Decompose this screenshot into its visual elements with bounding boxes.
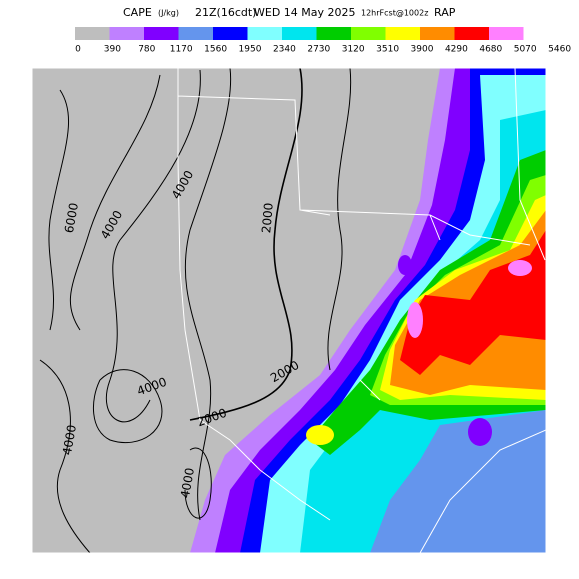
contour-label: 4000 bbox=[60, 424, 79, 457]
legend-swatch bbox=[178, 27, 213, 40]
contours bbox=[39, 68, 352, 553]
cape-max bbox=[407, 302, 423, 338]
model: RAP bbox=[434, 6, 456, 19]
date: WED 14 May 2025 bbox=[254, 6, 356, 19]
legend-label: 3120 bbox=[342, 45, 365, 55]
legend-label: 1560 bbox=[204, 45, 227, 55]
legend-swatch bbox=[351, 27, 386, 40]
legend-label: 3510 bbox=[376, 45, 399, 55]
legend-label: 2730 bbox=[307, 45, 330, 55]
legend: 0 390 780 1170 1560 1950 2340 2730 3120 3510 3900 4… bbox=[75, 27, 571, 55]
legend-label: 780 bbox=[138, 45, 155, 55]
cape-max bbox=[508, 260, 532, 276]
frame bbox=[31, 67, 547, 554]
legend-swatch bbox=[109, 27, 144, 40]
legend-swatch bbox=[144, 27, 179, 40]
borders bbox=[177, 68, 546, 553]
legend-swatch bbox=[420, 27, 455, 40]
legend-swatch bbox=[316, 27, 351, 40]
legend-swatch bbox=[282, 27, 317, 40]
contour-label: 4000 bbox=[178, 467, 197, 500]
legend-swatch bbox=[213, 27, 248, 40]
legend-label: 1950 bbox=[239, 45, 262, 55]
cape-band bbox=[370, 410, 546, 553]
legend-swatch bbox=[385, 27, 420, 40]
legend-label: 5070 bbox=[514, 45, 537, 55]
legend-label: 5460 bbox=[548, 45, 571, 55]
cape-cell bbox=[306, 425, 334, 445]
legend-swatch bbox=[247, 27, 282, 40]
legend-swatch bbox=[75, 27, 110, 40]
legend-label: 0 bbox=[75, 45, 81, 55]
legend-swatch bbox=[454, 27, 489, 40]
legend-label: 4290 bbox=[445, 45, 468, 55]
header: CAPE (J/kg) 21Z(16cdt) WED 14 May 2025 1… bbox=[123, 6, 456, 19]
cape-cell bbox=[468, 418, 492, 446]
legend-label: 1170 bbox=[170, 45, 193, 55]
units: (J/kg) bbox=[158, 9, 179, 18]
legend-label: 3900 bbox=[411, 45, 434, 55]
contour-label: 6000 bbox=[62, 202, 81, 235]
legend-label: 2340 bbox=[273, 45, 296, 55]
field: CAPE bbox=[123, 6, 152, 19]
forecast: 12hrFcst@1002z bbox=[361, 9, 428, 18]
cape-cell bbox=[398, 255, 412, 275]
contour-label: 2000 bbox=[259, 202, 276, 234]
valid-time: 21Z(16cdt) bbox=[195, 6, 256, 19]
legend-label: 390 bbox=[104, 45, 121, 55]
legend-swatch bbox=[489, 27, 524, 40]
legend-label: 4680 bbox=[479, 45, 502, 55]
